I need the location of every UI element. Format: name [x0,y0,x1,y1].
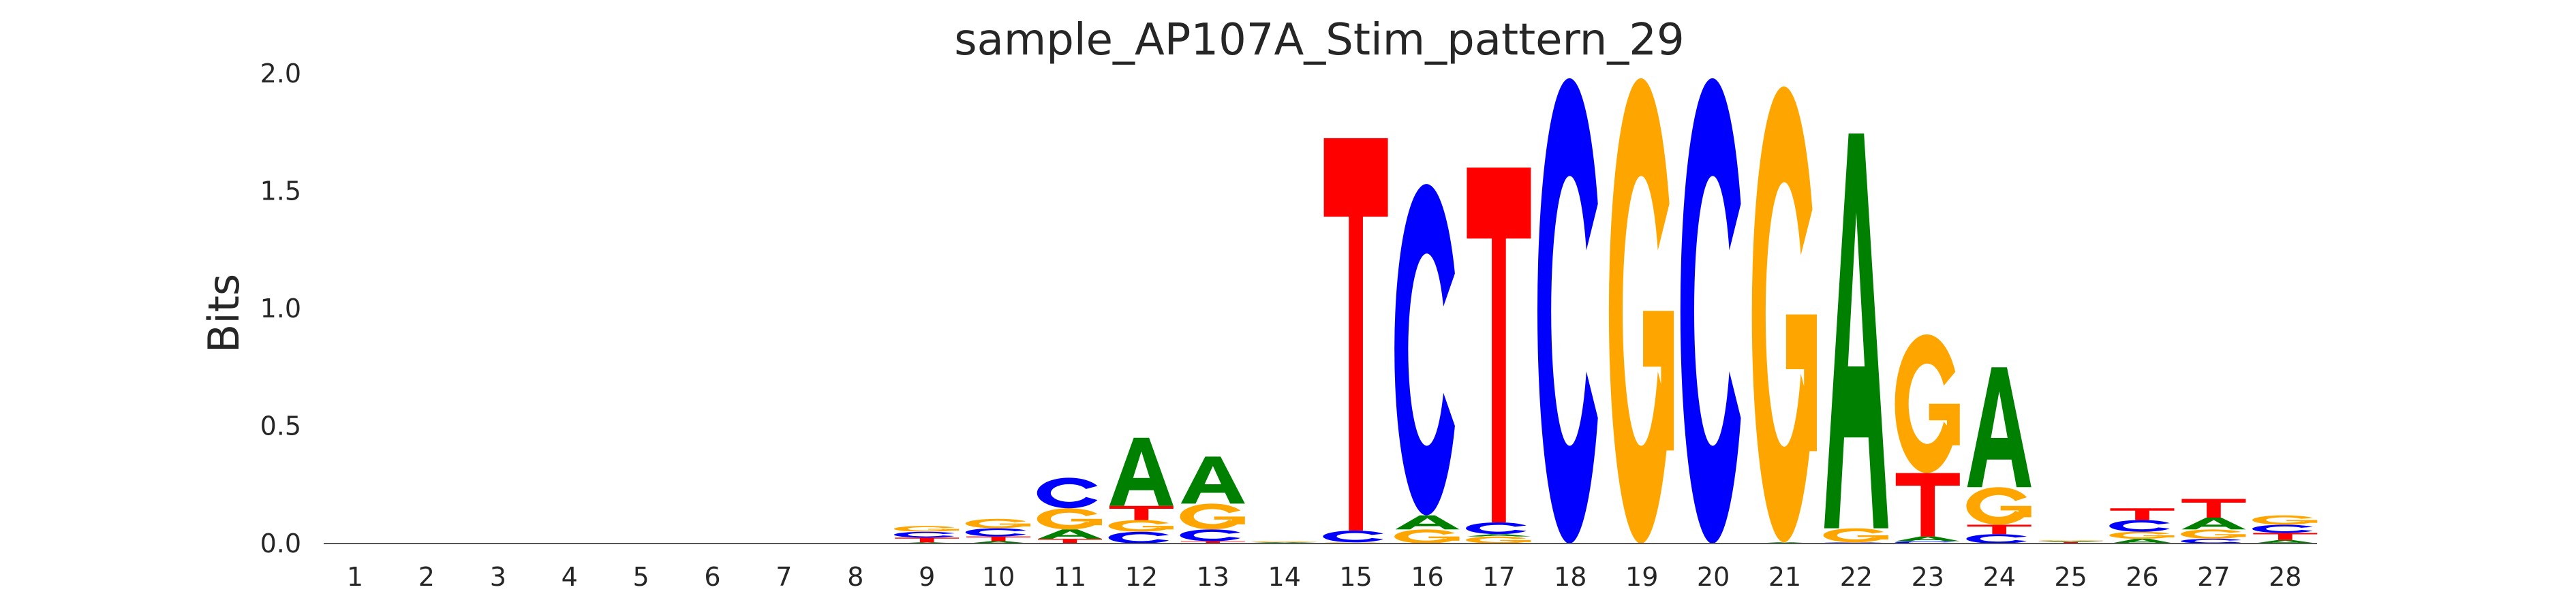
logo-letter-c [1180,529,1241,541]
x-tick-label: 13 [1197,562,1229,592]
logo-letter-a [1038,529,1102,539]
logo-letter-g [1180,503,1245,530]
x-tick-label: 3 [490,562,506,592]
logo-letter-g [1466,536,1531,544]
x-tick-label: 17 [1482,562,1515,592]
logo-letter-a [1467,534,1531,537]
x-tick-label: 27 [2197,562,2230,592]
x-tick-label: 22 [1840,562,1873,592]
logo-letter-t [1967,524,2031,535]
logo-letter-c [2109,520,2170,532]
y-tick-label: 0.5 [260,411,301,441]
x-tick-label: 9 [919,562,935,592]
x-tick-label: 28 [2269,562,2301,592]
logo-letter-c [1323,531,1384,543]
logo-letter-t [2038,541,2103,543]
x-tick-label: 8 [847,562,863,592]
x-tick-label: 15 [1339,562,1372,592]
logo-letter-g [965,518,1031,529]
logo-letter-a [1180,456,1245,504]
x-tick-label: 20 [1697,562,1730,592]
logo-letter-t [1895,473,1960,537]
x-tick-label: 26 [2126,562,2158,592]
logo-letter-c [893,531,955,538]
logo-letter-g [1037,508,1102,530]
x-tick-label: 23 [1912,562,1944,592]
logo-letter-c [1108,531,1169,544]
y-tick-label: 1.5 [260,176,301,206]
logo-letter-g [893,526,960,532]
logo-letter-c [2181,539,2241,544]
logo-letter-a [2110,539,2175,544]
logo-glyphs [893,78,2318,544]
x-tick-label: 18 [1554,562,1586,592]
x-tick-label: 16 [1411,562,1443,592]
x-tick-label: 4 [562,562,578,592]
y-tick-label: 2.0 [260,59,301,89]
x-tick-label: 1 [347,562,363,592]
x-tick-label: 2 [418,562,435,592]
x-tick-label: 21 [1768,562,1801,592]
x-tick-label: 25 [2054,562,2087,592]
logo-letter-g [1966,487,2031,525]
logo-letter-t [1109,505,1174,520]
logo-letter-t [1467,168,1531,522]
logo-letter-c [965,528,1026,537]
x-tick-label: 6 [704,562,720,592]
logo-letter-a [1109,437,1174,506]
logo-letter-t [895,537,960,543]
logo-letter-c [2252,524,2313,533]
x-tick-label: 10 [982,562,1015,592]
x-tick-label: 11 [1054,562,1086,592]
x-tick-label: 24 [1983,562,2016,592]
chart-title: sample_AP107A_Stim_pattern_29 [954,15,1684,65]
logo-letter-a [1252,541,1317,543]
logo-letter-g [1751,86,1817,543]
logo-letter-c [1037,477,1098,509]
logo-letter-g [1108,520,1174,532]
x-tick-label: 19 [1625,562,1658,592]
logo-letter-g [2109,531,2175,539]
logo-letter-g [2181,529,2246,539]
logo-letter-g [1608,78,1674,544]
logo-letter-g [2252,515,2318,525]
logo-letter-c [1466,522,1527,535]
x-tick-label: 14 [1268,562,1301,592]
x-tick-label: 5 [633,562,649,592]
logo-letter-g [2038,540,2103,541]
logo-letter-t [2110,508,2175,520]
logo-letter-t [1323,138,1388,531]
logo-letter-t [966,536,1031,541]
logo-letter-a [1895,536,1960,541]
logo-letter-a [1824,133,1888,529]
logo-letter-a [2181,518,2246,530]
y-tick-label: 0.0 [260,529,301,559]
logo-letter-t [2181,499,2246,518]
logo-letter-c [1394,184,1455,516]
logo-letter-t [1038,539,1102,544]
logo-letter-c [1537,78,1598,544]
x-tick-label: 12 [1125,562,1158,592]
y-axis-label: Bits [199,274,249,353]
x-tick-label: 7 [776,562,792,592]
logo-letter-g [1895,334,1960,473]
logo-letter-c [1966,534,2027,544]
logo-letter-g [1394,529,1460,544]
logo-letter-g [1823,528,1888,543]
x-axis-ticks: 1 2 3 4 5 6 7 8 9 10 11 12 13 14 15 16 17 18 19 20 21 22 23 24 2… [347,562,2302,592]
logo-letter-c [1680,78,1741,544]
logo-letter-a [2253,539,2318,544]
logo-letter-a [1967,367,2031,488]
y-axis-ticks: 0.0 0.5 1.0 1.5 2.0 [260,59,301,559]
logo-letter-t [1180,541,1245,544]
logo-letter-a [1395,515,1460,530]
logo-letter-g [1251,541,1317,542]
y-tick-label: 1.0 [260,294,301,324]
logo-letter-t [2253,533,2318,540]
